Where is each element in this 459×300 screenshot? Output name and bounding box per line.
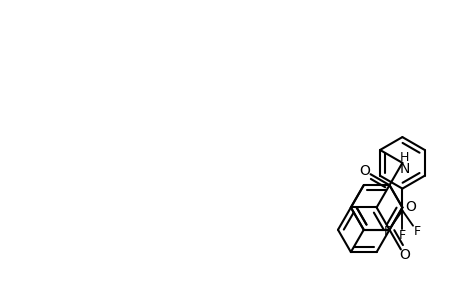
Text: F: F [413, 225, 420, 238]
Text: N: N [399, 162, 409, 176]
Text: O: O [404, 200, 415, 214]
Text: F: F [383, 225, 391, 238]
Text: H: H [399, 152, 409, 164]
Text: O: O [358, 164, 369, 178]
Text: F: F [398, 230, 405, 242]
Text: O: O [398, 248, 409, 262]
